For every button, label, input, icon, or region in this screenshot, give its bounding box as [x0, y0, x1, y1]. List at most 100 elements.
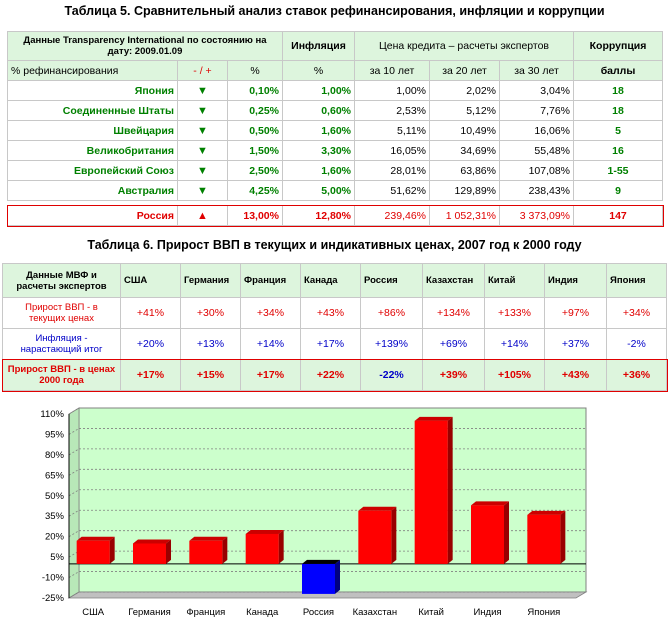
inflation-value: 5,00%	[282, 180, 355, 201]
gdp-value: +39%	[422, 359, 485, 391]
gdp-table: Данные МВФ и расчеты экспертов США Герман…	[1, 263, 668, 392]
credit-10y: 5,11%	[354, 120, 430, 141]
bar-side	[109, 536, 115, 564]
arrow-down-icon: ▼	[177, 140, 228, 161]
gridline	[68, 468, 80, 476]
table5-title: Таблица 5. Сравнительный анализ ставок р…	[64, 4, 605, 18]
bar-top	[302, 559, 340, 564]
y-tick-label: 95%	[45, 429, 65, 440]
gdp-source-header: Данные МВФ и расчеты экспертов	[2, 263, 121, 298]
bar-top	[471, 501, 509, 506]
credit-20y: 10,49%	[429, 120, 500, 141]
bar-top	[76, 536, 115, 541]
inflation-value: 12,80%	[282, 205, 355, 226]
table-row: Соединенные Штаты ▼ 0,25% 0,60% 2,53% 5,12% 7,…	[7, 100, 664, 121]
gridline	[68, 591, 80, 599]
gdp-value: +22%	[300, 359, 361, 391]
x-tick-label: Япония	[527, 607, 560, 617]
plot-floor	[67, 591, 588, 599]
credit-30y: 55,48%	[498, 140, 575, 161]
change-header: - / +	[177, 60, 228, 81]
corruption-score: 9	[573, 180, 664, 201]
gdp-value: +36%	[606, 359, 667, 391]
bar-side	[278, 529, 284, 564]
gdp-value: +14%	[484, 328, 545, 360]
bar	[76, 540, 110, 564]
country-name: Европейский Союз	[7, 160, 178, 181]
gdp-value: +43%	[300, 297, 361, 329]
country-header: Германия	[180, 263, 241, 298]
source-header: Данные Transparency International по сос…	[7, 31, 283, 61]
y10-header: за 10 лет	[354, 60, 430, 81]
country-name: Россия	[7, 205, 178, 226]
row-label: Инфляция - нарастающий итог	[2, 328, 121, 360]
gdp-value: +133%	[484, 297, 545, 329]
bar-side	[335, 559, 340, 594]
inflation-value: 1,60%	[282, 120, 355, 141]
bar-side	[166, 539, 171, 564]
credit-price-header: Цена кредита – расчеты экспертов	[353, 31, 575, 61]
bar-side	[560, 510, 566, 564]
gdp-value: +105%	[484, 359, 545, 391]
table6-title: Таблица 6. Прирост ВВП в текущих и индик…	[87, 238, 582, 252]
credit-10y: 28,01%	[354, 160, 430, 181]
y-tick-label: -25%	[42, 593, 65, 604]
bar-top	[358, 506, 397, 511]
bar-top	[189, 536, 228, 541]
x-tick-label: Индия	[473, 607, 501, 617]
gdp-value: +30%	[180, 297, 241, 329]
y-tick-label: 20%	[45, 532, 65, 543]
credit-30y: 3,04%	[498, 80, 575, 101]
arrow-down-icon: ▼	[177, 120, 228, 141]
bar	[133, 543, 166, 564]
credit-30y: 16,06%	[498, 120, 575, 141]
gdp-value: +17%	[120, 359, 181, 391]
x-tick-label: Россия	[303, 607, 334, 617]
arrow-down-icon: ▼	[177, 180, 228, 201]
gdp-value: +37%	[544, 328, 607, 360]
country-header: Индия	[544, 263, 607, 298]
refinancing-table: Данные Transparency International по сос…	[6, 31, 664, 227]
bar-top	[414, 416, 453, 421]
bar-side	[391, 506, 397, 564]
y-tick-label: -10%	[42, 573, 65, 584]
arrow-down-icon: ▼	[177, 80, 228, 101]
inflation-value: 1,60%	[282, 160, 355, 181]
x-tick-label: Казахстан	[353, 607, 398, 617]
bar	[245, 533, 279, 564]
refinancing-rate: 4,25%	[227, 180, 283, 201]
x-tick-label: Канада	[246, 607, 279, 617]
inflation-value: 1,00%	[282, 80, 355, 101]
inflation-pct-header: %	[282, 60, 355, 81]
y-tick-label: 65%	[45, 470, 65, 481]
y-tick-label: 5%	[50, 552, 64, 563]
corruption-score: 147	[573, 205, 664, 226]
table-row: Швейцария ▼ 0,50% 1,60% 5,11% 10,49% 16,06% 5	[7, 120, 664, 141]
inflation-value: 0,60%	[282, 100, 355, 121]
country-header: Казахстан	[422, 263, 485, 298]
corruption-score: 16	[573, 140, 664, 161]
bar	[471, 505, 504, 564]
country-name: Великобритания	[7, 140, 178, 161]
credit-20y: 63,86%	[429, 160, 500, 181]
gdp-value: +17%	[240, 359, 301, 391]
gdp-value: +97%	[544, 297, 607, 329]
arrow-down-icon: ▼	[177, 100, 228, 121]
gridline	[68, 509, 80, 517]
corruption-score: 5	[573, 120, 664, 141]
table-row: Великобритания ▼ 1,50% 3,30% 16,05% 34,69% 55,…	[7, 140, 664, 161]
credit-20y: 1 052,31%	[429, 205, 500, 226]
credit-20y: 34,69%	[429, 140, 500, 161]
gridline	[68, 407, 80, 415]
gdp-value: -22%	[360, 359, 423, 391]
bar	[358, 510, 392, 564]
y-tick-label: 50%	[45, 491, 65, 502]
corruption-score: 18	[573, 100, 664, 121]
x-tick-label: Франция	[186, 607, 225, 617]
credit-20y: 5,12%	[429, 100, 500, 121]
table-row: Япония ▼ 0,10% 1,00% 1,00% 2,02% 3,04% 18	[7, 80, 664, 101]
gdp-value: +43%	[544, 359, 607, 391]
gdp-value: +34%	[606, 297, 667, 329]
bar	[527, 514, 561, 564]
credit-20y: 2,02%	[429, 80, 500, 101]
